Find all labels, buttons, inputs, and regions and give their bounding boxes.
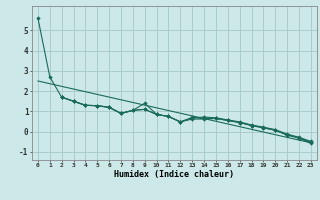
X-axis label: Humidex (Indice chaleur): Humidex (Indice chaleur) bbox=[115, 170, 234, 179]
